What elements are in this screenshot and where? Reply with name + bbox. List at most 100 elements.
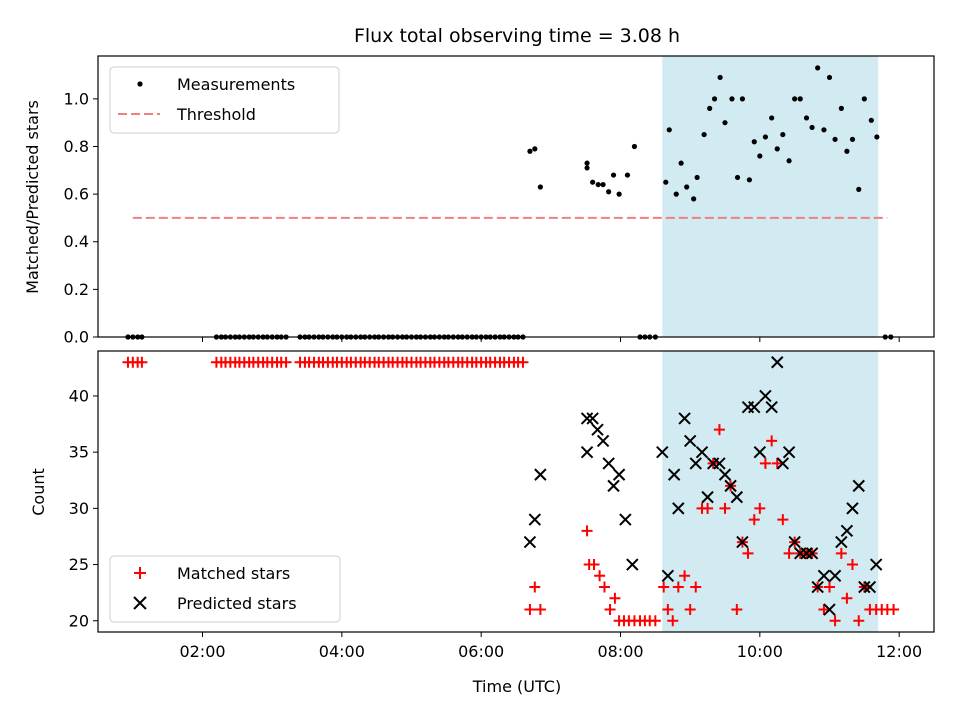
bottom-predicted-stars-point	[591, 423, 604, 436]
bottom-matched-stars-point	[588, 559, 600, 571]
bottom-y-axis-label: Count	[29, 468, 48, 516]
top-panel-marks	[125, 65, 894, 340]
top-measurements-point	[694, 174, 700, 181]
bottom-y-tick-label: 20	[69, 611, 89, 630]
bottom-predicted-stars-point	[817, 569, 831, 583]
bottom-predicted-stars-point	[852, 479, 865, 493]
x-tick-label: 04:00	[319, 642, 365, 661]
top-measurements-point	[826, 74, 833, 81]
top-y-axis-label: Matched/Predicted stars	[23, 100, 42, 294]
bottom-predicted-stars-point	[863, 580, 877, 594]
bottom-matched-stars-point	[731, 604, 743, 616]
bottom-predicted-stars-point	[678, 412, 691, 425]
top-measurements-point	[631, 143, 638, 150]
bottom-predicted-stars-point	[612, 468, 626, 481]
bottom-matched-stars-point	[754, 502, 766, 514]
top-measurements-point	[746, 177, 752, 183]
top-measurements-point	[838, 105, 844, 111]
top-measurements-point	[874, 134, 880, 140]
bottom-predicted-stars-point	[619, 513, 632, 526]
bottom-predicted-stars-point	[782, 445, 796, 459]
bottom-predicted-stars-point	[661, 569, 675, 583]
top-measurements-point	[701, 131, 707, 138]
bottom-predicted-stars-point	[828, 569, 842, 583]
bottom-matched-stars-point	[777, 514, 789, 526]
bottom-matched-stars-point	[649, 615, 661, 627]
top-measurements-point	[868, 117, 874, 123]
top-measurements-point	[729, 96, 735, 102]
bottom-matched-stars-point	[748, 514, 760, 526]
bottom-predicted-stars-point	[765, 400, 778, 414]
bottom-predicted-stars-point	[805, 547, 819, 560]
top-measurements-point	[610, 172, 617, 178]
top-y-tick-label: 0.6	[64, 185, 89, 204]
bottom-matched-stars-point	[783, 547, 795, 559]
bottom-matched-stars-point	[524, 604, 536, 616]
top-legend: Measurements Threshold	[109, 66, 340, 134]
bottom-matched-stars-point	[679, 570, 691, 582]
bottom-matched-stars-point	[759, 457, 771, 469]
bottom-matched-stars-point	[766, 435, 778, 447]
bottom-predicted-stars-point	[596, 434, 610, 448]
top-measurements-point	[584, 165, 590, 171]
bottom-predicted-stars-point	[672, 502, 685, 515]
top-measurements-point	[707, 105, 713, 111]
bottom-predicted-stars-point	[683, 434, 697, 448]
bottom-matched-stars-point	[853, 615, 865, 627]
bottom-matched-stars-point	[888, 604, 900, 616]
bottom-predicted-stars-point	[667, 468, 681, 481]
bottom-matched-stars-point	[841, 592, 853, 604]
bottom-predicted-stars-point	[656, 445, 669, 459]
x-tick-label: 10:00	[737, 642, 783, 661]
top-measurements-point	[786, 158, 792, 164]
x-tick-label: 06:00	[458, 642, 504, 661]
bottom-matched-stars-point	[604, 604, 616, 616]
bottom-matched-stars-point	[658, 581, 670, 593]
legend-measurements-label: Measurements	[177, 75, 295, 94]
legend-measurements-marker	[137, 81, 143, 87]
top-measurements-point	[774, 146, 780, 152]
legend-predicted-marker	[133, 596, 147, 610]
top-measurements-point	[590, 179, 596, 185]
top-measurements-point	[532, 146, 538, 152]
bottom-matched-stars-point	[598, 581, 610, 593]
bottom-predicted-stars-point	[771, 356, 784, 369]
bottom-y-tick-label: 30	[69, 499, 89, 518]
top-y-tick-label: 0.8	[64, 137, 89, 156]
top-measurements-point	[606, 189, 612, 195]
bottom-panel: 20 25 30 35 40 02:00 04:00 06:00 08:00 10:00 12:00…	[29, 350, 935, 696]
chart-title: Flux total observing time = 3.08 h	[354, 25, 680, 47]
top-measurements-point	[832, 136, 838, 142]
bottom-predicted-stars-point	[835, 535, 848, 549]
bottom-axes-frame	[97, 350, 935, 633]
bottom-matched-stars-point	[702, 502, 714, 514]
top-measurements-point	[751, 139, 757, 145]
top-measurements-point	[691, 196, 697, 202]
bottom-predicted-stars-point	[580, 412, 594, 425]
top-measurements-point	[861, 96, 867, 102]
top-measurements-point	[757, 153, 763, 159]
legend-matched-label: Matched stars	[177, 564, 290, 583]
bottom-matched-stars-point	[742, 547, 754, 559]
top-measurements-point	[711, 96, 718, 102]
bottom-predicted-stars-point	[800, 547, 813, 560]
top-measurements-point	[684, 184, 690, 190]
top-measurements-point	[537, 184, 543, 190]
observing-window-shade-bottom	[662, 351, 879, 632]
bottom-y-tick-label: 25	[69, 555, 89, 574]
top-y-tick-label: 0.2	[64, 280, 89, 299]
top-measurements-point	[856, 186, 862, 192]
bottom-matched-stars-point	[529, 581, 541, 593]
bottom-matched-stars-point	[713, 424, 725, 436]
bottom-predicted-stars-point	[748, 400, 761, 414]
bottom-predicted-stars-point	[776, 457, 790, 470]
top-y-tick-label: 0.4	[64, 232, 89, 251]
bottom-predicted-stars-point	[753, 445, 767, 459]
bottom-predicted-stars-point	[788, 535, 801, 549]
top-legend-box	[109, 66, 340, 134]
bottom-predicted-stars-point	[523, 535, 537, 549]
x-tick-label: 12:00	[876, 642, 922, 661]
bottom-predicted-stars-point	[602, 457, 615, 470]
top-measurements-point	[762, 134, 769, 140]
